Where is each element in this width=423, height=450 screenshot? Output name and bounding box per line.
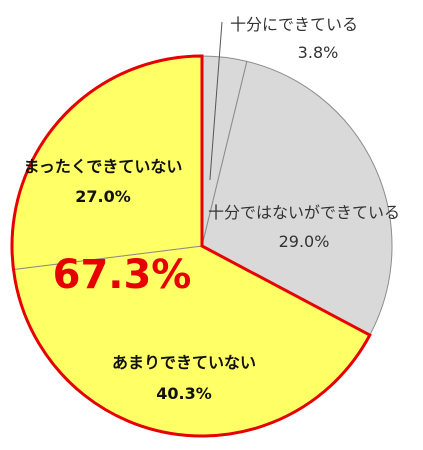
highlight-outline: [10, 54, 372, 438]
slice-label-name-3: まったくできていない: [24, 157, 183, 176]
leader-line: [209, 21, 223, 181]
highlight-group: [10, 54, 372, 438]
slice-label-value-3: 27.0%: [75, 187, 131, 206]
slice-label-value-1: 29.0%: [279, 232, 330, 251]
slice-label-value-2: 40.3%: [156, 384, 212, 403]
pie-slices: [11, 55, 393, 437]
slice-label-name-1: 十分ではないができている: [208, 203, 400, 222]
slice-label-value-0: 3.8%: [298, 43, 339, 62]
pie-slice-1: [201, 60, 393, 336]
combined-percentage-annotation: 67.3%: [53, 252, 192, 298]
slice-label-name-2: あまりできていない: [112, 353, 256, 372]
slice-label-name-0: 十分にできている: [230, 15, 358, 34]
